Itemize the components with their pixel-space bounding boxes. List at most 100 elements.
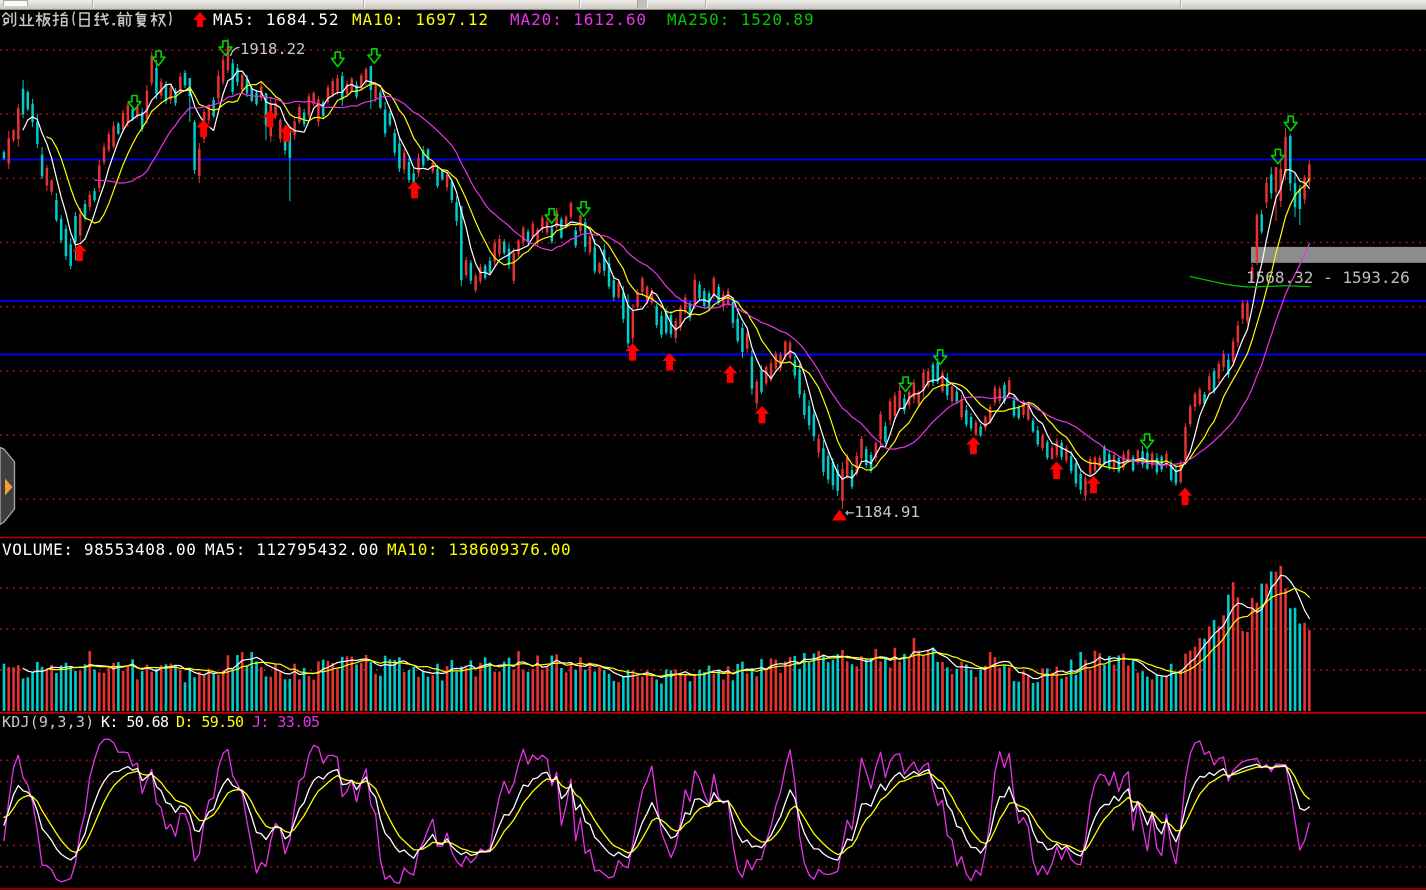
candle-body	[1036, 430, 1040, 445]
candle-body	[1093, 457, 1097, 471]
volume-bar	[1050, 672, 1054, 711]
volume-bar	[231, 669, 234, 711]
candle-body	[1236, 325, 1240, 343]
candle-body	[226, 46, 230, 71]
volume-bar	[450, 659, 454, 711]
volume-bar	[193, 677, 196, 711]
volume-bar	[864, 659, 868, 711]
candle-body	[784, 341, 787, 357]
candle-body	[641, 278, 644, 292]
volume-bar	[517, 651, 520, 711]
expand-arrow-icon	[5, 478, 13, 496]
volume-bar	[760, 659, 763, 711]
volume-ma10-line	[46, 587, 1310, 677]
volume-bar	[1127, 665, 1130, 711]
candle-body	[355, 84, 358, 97]
toolbar-separator	[705, 0, 706, 8]
candle-body	[145, 90, 149, 119]
volume-bar	[1260, 583, 1263, 711]
candle-body	[645, 286, 649, 301]
price-range-label: 1568.32 - 1593.26	[1246, 268, 1410, 287]
buy-arrow-icon	[279, 124, 294, 142]
volume-bar	[1074, 674, 1078, 711]
volume-bar	[74, 670, 77, 711]
volume-bar	[874, 649, 878, 711]
candle-body	[779, 354, 782, 368]
volume-bar	[302, 667, 306, 711]
ma250-label: MA250:	[667, 10, 731, 29]
candle-body	[421, 150, 425, 166]
volume-bar	[1007, 667, 1011, 711]
volume-bar	[1150, 679, 1154, 711]
candle-body	[159, 81, 163, 96]
candle-body	[1298, 189, 1302, 210]
candle-body	[636, 292, 639, 308]
sidebar-expand-handle[interactable]	[0, 446, 18, 530]
volume-bar	[736, 663, 739, 711]
volume-bar	[674, 669, 678, 711]
candle-body	[1255, 215, 1259, 263]
volume-bar	[631, 670, 635, 711]
toolbar-pressed-button[interactable]	[637, 0, 648, 8]
candle-body	[1150, 453, 1154, 466]
signal-markers	[72, 40, 1298, 521]
sell-arrow-icon	[1140, 433, 1155, 450]
toolbar-active-tab[interactable]	[3, 0, 28, 6]
volume-bar	[1265, 583, 1268, 711]
candle-body	[169, 87, 172, 100]
volume-bar	[464, 667, 468, 711]
candle-body	[998, 388, 1001, 401]
volume-bar	[264, 676, 268, 711]
toolbar-strip[interactable]	[0, 0, 1426, 10]
volume-bar	[1065, 676, 1068, 711]
candle-body	[279, 120, 282, 139]
candle-body	[1046, 442, 1049, 458]
sell-arrow-icon	[544, 207, 559, 224]
volume-bar	[1236, 597, 1240, 711]
candle-body	[150, 55, 153, 83]
volume-bar	[841, 649, 844, 711]
volume-bar	[541, 670, 544, 711]
candle-body	[426, 149, 430, 160]
candle-body	[536, 229, 539, 243]
volume-bar	[531, 669, 535, 711]
volume-ma5-value: 112795432.00	[256, 540, 379, 559]
volume-bar	[1246, 632, 1249, 711]
volume-bar	[88, 651, 92, 711]
candle-body	[455, 202, 458, 221]
candle-body	[1079, 473, 1082, 490]
buy-arrow-icon	[625, 343, 640, 361]
volume-bar	[703, 672, 706, 711]
sell-arrow-icon	[898, 376, 913, 393]
volume-bar	[698, 669, 701, 711]
candle-body	[464, 260, 468, 276]
volume-bar	[1207, 626, 1211, 711]
volume-bar	[31, 672, 34, 711]
volume-bar	[1241, 630, 1244, 711]
candle-body	[288, 127, 292, 159]
candle-body	[1193, 393, 1197, 407]
candle-body	[164, 84, 168, 102]
volume-bar	[1203, 638, 1206, 711]
candle-body	[36, 121, 39, 144]
volume-bar	[169, 663, 173, 711]
volume-bar	[536, 655, 539, 711]
volume-bar	[1012, 681, 1016, 711]
volume-bar	[1146, 676, 1149, 711]
kdj-j-value: 33.05	[277, 713, 320, 731]
volume-bar	[1107, 655, 1111, 711]
candle-body	[1265, 182, 1268, 203]
toolbar-separator	[92, 0, 93, 8]
candle-body	[264, 93, 268, 126]
alert-lines[interactable]	[0, 158, 1426, 356]
candle-body	[946, 377, 949, 396]
buy-arrow-icon	[966, 436, 981, 455]
volume-bar	[436, 663, 439, 711]
volume-bar	[145, 664, 149, 711]
volume-bar	[569, 662, 573, 711]
volume-bar	[898, 661, 901, 711]
ma250-value: 1520.89	[740, 10, 815, 29]
volume-bar	[379, 675, 382, 711]
candle-body	[1022, 401, 1025, 415]
